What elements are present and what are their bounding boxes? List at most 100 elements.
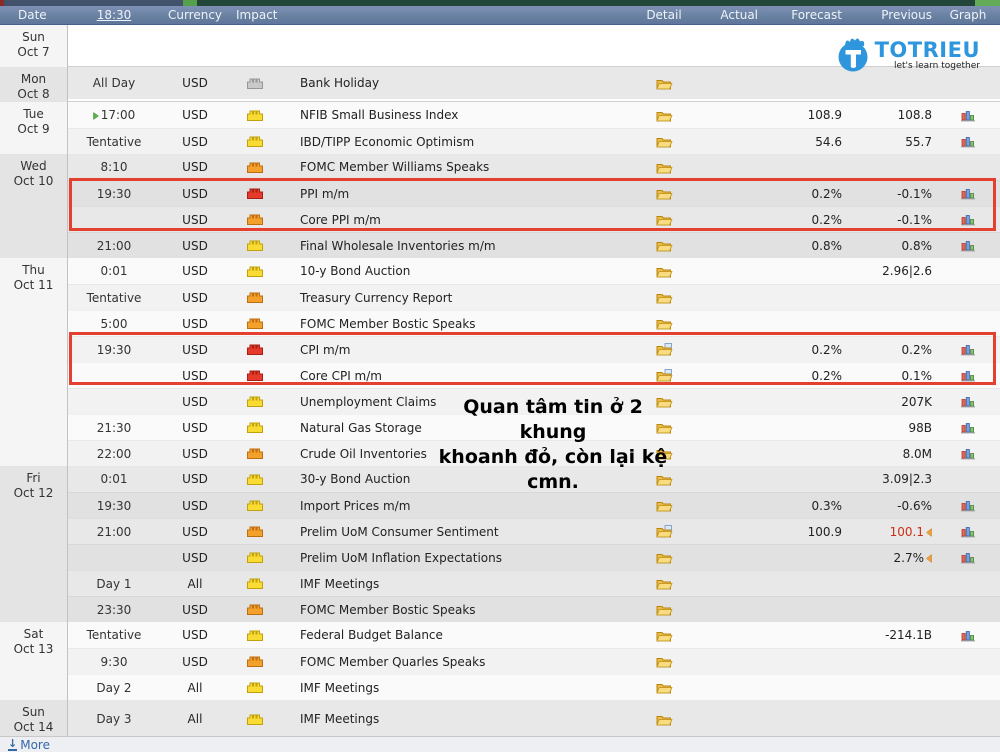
event-name: PPI m/m bbox=[300, 186, 350, 201]
previous-value: -0.1% bbox=[897, 186, 932, 201]
detail-folder-icon[interactable] bbox=[655, 317, 673, 330]
detail-folder-icon[interactable] bbox=[655, 187, 673, 200]
event-row[interactable]: 17:00 USD NFIB Small Business Index 108.9 10… bbox=[68, 102, 1000, 128]
current-time-link[interactable]: 18:30 bbox=[96, 8, 132, 22]
graph-icon[interactable] bbox=[960, 629, 976, 642]
event-row[interactable]: 8:10 USD FOMC Member Williams Speaks bbox=[68, 154, 1000, 180]
event-time: Day 1 bbox=[96, 576, 132, 591]
event-row[interactable]: USD Prelim UoM Inflation Expectations 2.7% bbox=[68, 544, 1000, 570]
event-row[interactable]: All Day USD Bank Holiday bbox=[68, 67, 1000, 99]
graph-cell bbox=[944, 499, 992, 512]
event-row[interactable]: 21:30 USD Natural Gas Storage 98B bbox=[68, 414, 1000, 440]
detail-folder-icon[interactable] bbox=[655, 577, 673, 590]
detail-folder-icon[interactable] bbox=[655, 499, 673, 512]
impact-cell bbox=[230, 343, 280, 356]
event-currency: USD bbox=[182, 316, 208, 331]
event-row[interactable]: 22:00 USD Crude Oil Inventories 8.0M bbox=[68, 440, 1000, 466]
detail-cell bbox=[642, 395, 686, 408]
impact-cell bbox=[230, 421, 280, 434]
detail-folder-icon[interactable] bbox=[655, 551, 673, 564]
detail-cell bbox=[642, 135, 686, 148]
detail-folder-icon[interactable] bbox=[655, 291, 673, 304]
event-row[interactable]: 23:30 USD FOMC Member Bostic Speaks bbox=[68, 596, 1000, 622]
annotation-line2: khoanh đỏ, còn lại kệ cmn. bbox=[438, 446, 668, 493]
detail-folder-doc-icon[interactable] bbox=[655, 369, 673, 382]
detail-folder-icon[interactable] bbox=[655, 629, 673, 642]
detail-cell bbox=[642, 499, 686, 512]
graph-icon[interactable] bbox=[960, 369, 976, 382]
event-row[interactable]: USD Core PPI m/m 0.2% -0.1% bbox=[68, 206, 1000, 232]
event-row[interactable]: 0:01 USD 30-y Bond Auction 3.09|2.3 bbox=[68, 466, 1000, 492]
graph-icon[interactable] bbox=[960, 187, 976, 200]
event-row[interactable]: Day 2 All IMF Meetings bbox=[68, 674, 1000, 700]
detail-folder-icon[interactable] bbox=[655, 655, 673, 668]
detail-folder-icon[interactable] bbox=[655, 473, 673, 486]
graph-icon[interactable] bbox=[960, 447, 976, 460]
graph-icon[interactable] bbox=[960, 213, 976, 226]
detail-cell bbox=[642, 369, 686, 382]
date-cell: Sat Oct 13 bbox=[0, 622, 68, 700]
day-name: Wed bbox=[20, 159, 47, 173]
event-time: 0:01 bbox=[100, 264, 128, 278]
event-row[interactable]: 21:00 USD Prelim UoM Consumer Sentiment 100… bbox=[68, 518, 1000, 544]
graph-icon[interactable] bbox=[960, 395, 976, 408]
detail-folder-icon[interactable] bbox=[655, 109, 673, 122]
event-row[interactable]: USD Core CPI m/m 0.2% 0.1% bbox=[68, 362, 1000, 388]
forecast-value: 100.9 bbox=[807, 524, 842, 539]
event-time: 19:30 bbox=[96, 498, 132, 513]
detail-folder-icon[interactable] bbox=[655, 213, 673, 226]
detail-folder-icon[interactable] bbox=[655, 161, 673, 174]
column-header-forecast: Forecast bbox=[791, 8, 842, 22]
detail-folder-icon[interactable] bbox=[655, 77, 673, 90]
detail-folder-icon[interactable] bbox=[655, 421, 673, 434]
graph-icon[interactable] bbox=[960, 421, 976, 434]
event-row[interactable]: USD Unemployment Claims 207K bbox=[68, 388, 1000, 414]
graph-cell bbox=[944, 447, 992, 460]
event-row[interactable]: 19:30 USD Import Prices m/m 0.3% -0.6% bbox=[68, 492, 1000, 518]
detail-folder-doc-icon[interactable] bbox=[655, 525, 673, 538]
detail-cell bbox=[642, 629, 686, 642]
event-row[interactable]: 5:00 USD FOMC Member Bostic Speaks bbox=[68, 310, 1000, 336]
graph-icon[interactable] bbox=[960, 343, 976, 356]
event-time: 0:01 bbox=[100, 472, 128, 486]
forecast-value: 0.2% bbox=[811, 342, 843, 357]
detail-folder-icon[interactable] bbox=[655, 603, 673, 616]
impact-orange-icon bbox=[246, 213, 264, 226]
event-currency: USD bbox=[182, 134, 208, 149]
detail-folder-icon[interactable] bbox=[655, 239, 673, 252]
event-time: 23:30 bbox=[96, 602, 132, 617]
event-row[interactable]: 21:00 USD Final Wholesale Inventories m/m 0… bbox=[68, 232, 1000, 258]
impact-red-icon bbox=[246, 369, 264, 382]
impact-cell bbox=[230, 681, 280, 694]
event-row[interactable]: 0:01 USD 10-y Bond Auction 2.96|2.6 bbox=[68, 258, 1000, 284]
detail-folder-icon[interactable] bbox=[655, 447, 673, 460]
graph-icon[interactable] bbox=[960, 499, 976, 512]
detail-folder-icon[interactable] bbox=[655, 713, 673, 726]
event-row[interactable]: Tentative USD Treasury Currency Report bbox=[68, 284, 1000, 310]
event-row[interactable]: Tentative USD Federal Budget Balance -214.1… bbox=[68, 622, 1000, 648]
more-link[interactable]: ↓ More bbox=[8, 738, 50, 752]
forecast-value: 108.9 bbox=[807, 108, 842, 122]
event-row[interactable]: Day 1 All IMF Meetings bbox=[68, 570, 1000, 596]
event-row[interactable]: Day 3 All IMF Meetings bbox=[68, 700, 1000, 738]
calendar-body: Sun Oct 7 Mon Oct 8 All Day USD Bank Holiday Tu… bbox=[0, 25, 1000, 738]
event-row[interactable]: 9:30 USD FOMC Member Quarles Speaks bbox=[68, 648, 1000, 674]
annotation-note: Quan tâm tin ở 2 khung khoanh đỏ, còn lạ… bbox=[428, 395, 678, 495]
detail-folder-icon[interactable] bbox=[655, 395, 673, 408]
impact-yellow-icon bbox=[246, 109, 264, 122]
detail-folder-icon[interactable] bbox=[655, 135, 673, 148]
graph-icon[interactable] bbox=[960, 525, 976, 538]
event-name: IMF Meetings bbox=[300, 576, 380, 591]
graph-icon[interactable] bbox=[960, 239, 976, 252]
graph-icon[interactable] bbox=[960, 109, 976, 122]
detail-folder-icon[interactable] bbox=[655, 681, 673, 694]
revision-marker-icon bbox=[926, 553, 932, 563]
event-row[interactable]: Tentative USD IBD/TIPP Economic Optimism 54… bbox=[68, 128, 1000, 154]
graph-icon[interactable] bbox=[960, 135, 976, 148]
detail-folder-icon[interactable] bbox=[655, 265, 673, 278]
detail-folder-doc-icon[interactable] bbox=[655, 343, 673, 356]
footer-bar: ↓ More bbox=[0, 736, 1000, 752]
event-row[interactable]: 19:30 USD CPI m/m 0.2% 0.2% bbox=[68, 336, 1000, 362]
graph-icon[interactable] bbox=[960, 551, 976, 564]
event-row[interactable]: 19:30 USD PPI m/m 0.2% -0.1% bbox=[68, 180, 1000, 206]
